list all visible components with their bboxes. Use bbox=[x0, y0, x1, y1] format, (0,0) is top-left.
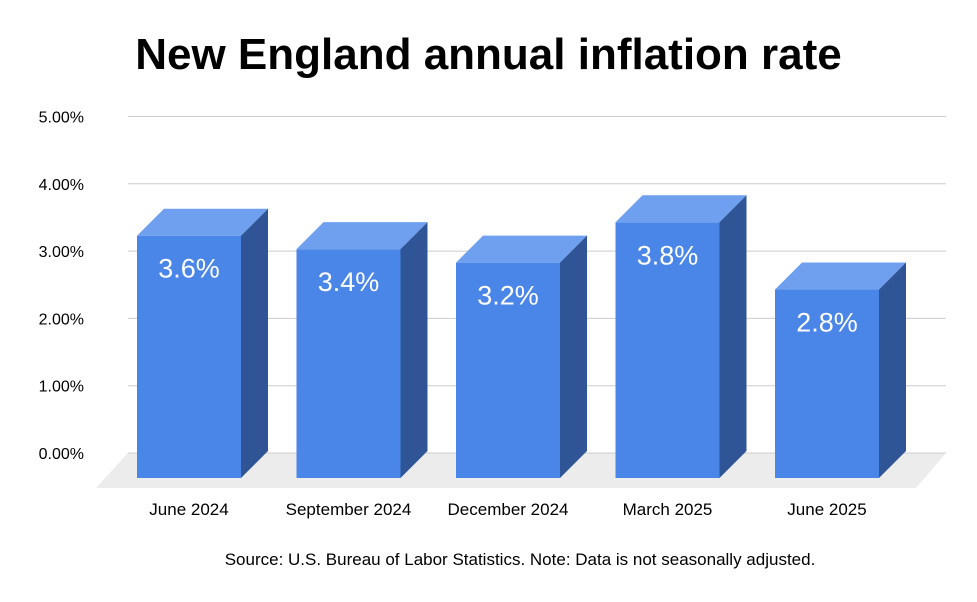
source-note: Source: U.S. Bureau of Labor Statistics.… bbox=[224, 550, 816, 569]
bar-top bbox=[615, 195, 747, 223]
bar-top bbox=[775, 262, 906, 290]
y-tick-label: 5.00% bbox=[39, 110, 84, 127]
bar-front bbox=[615, 222, 720, 478]
data-label: 3.8% bbox=[637, 240, 699, 270]
y-tick-label: 3.00% bbox=[39, 244, 84, 261]
y-tick-label: 4.00% bbox=[39, 177, 84, 194]
bar-side bbox=[560, 235, 587, 478]
bar-side bbox=[879, 262, 906, 478]
bar-side bbox=[241, 208, 268, 478]
data-label: 3.4% bbox=[318, 267, 380, 297]
x-tick-label: September 2024 bbox=[286, 500, 412, 519]
data-label: 3.2% bbox=[477, 281, 539, 311]
bar-side bbox=[719, 195, 747, 478]
bar-front bbox=[296, 249, 401, 478]
x-tick-label: June 2025 bbox=[787, 500, 866, 519]
x-tick-label: March 2025 bbox=[623, 500, 713, 519]
chart-title: New England annual inflation rate bbox=[135, 30, 842, 79]
bar-front bbox=[456, 262, 560, 478]
bar-top bbox=[137, 208, 268, 236]
bar-front bbox=[137, 235, 241, 478]
y-tick-label: 1.00% bbox=[39, 379, 84, 396]
y-tick-label: 0.00% bbox=[39, 446, 84, 463]
data-label: 2.8% bbox=[796, 308, 858, 338]
y-tick-label: 2.00% bbox=[39, 311, 84, 328]
bar-top bbox=[456, 235, 587, 263]
x-tick-label: June 2024 bbox=[149, 500, 228, 519]
data-label: 3.6% bbox=[158, 254, 220, 284]
bar-top bbox=[296, 222, 428, 250]
bar-front bbox=[775, 289, 879, 478]
bar-side bbox=[400, 222, 428, 478]
x-tick-label: December 2024 bbox=[448, 500, 569, 519]
